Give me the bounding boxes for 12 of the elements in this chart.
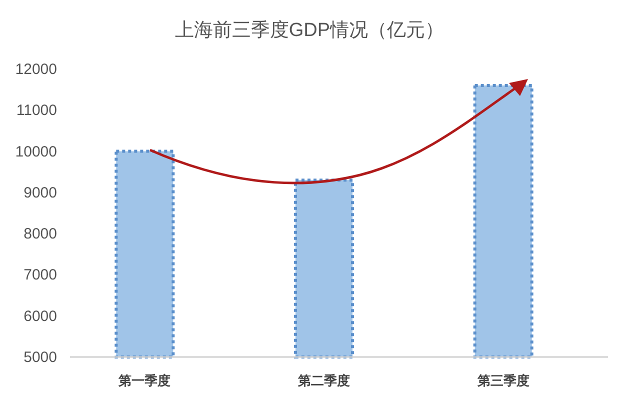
y-tick-label: 10000 bbox=[15, 143, 57, 160]
y-tick-label: 12000 bbox=[15, 61, 57, 78]
y-tick-label: 5000 bbox=[24, 349, 57, 366]
x-tick-label: 第二季度 bbox=[297, 373, 350, 389]
y-tick-label: 7000 bbox=[24, 266, 57, 284]
y-tick-label: 9000 bbox=[24, 184, 57, 202]
y-tick-label: 6000 bbox=[24, 308, 57, 325]
y-tick-label: 8000 bbox=[24, 226, 57, 243]
chart-title: 上海前三季度GDP情况（亿元） bbox=[174, 19, 444, 41]
x-tick-label: 第一季度 bbox=[118, 373, 171, 389]
x-tick-label: 第三季度 bbox=[476, 373, 530, 389]
y-tick-label: 11000 bbox=[16, 102, 57, 120]
